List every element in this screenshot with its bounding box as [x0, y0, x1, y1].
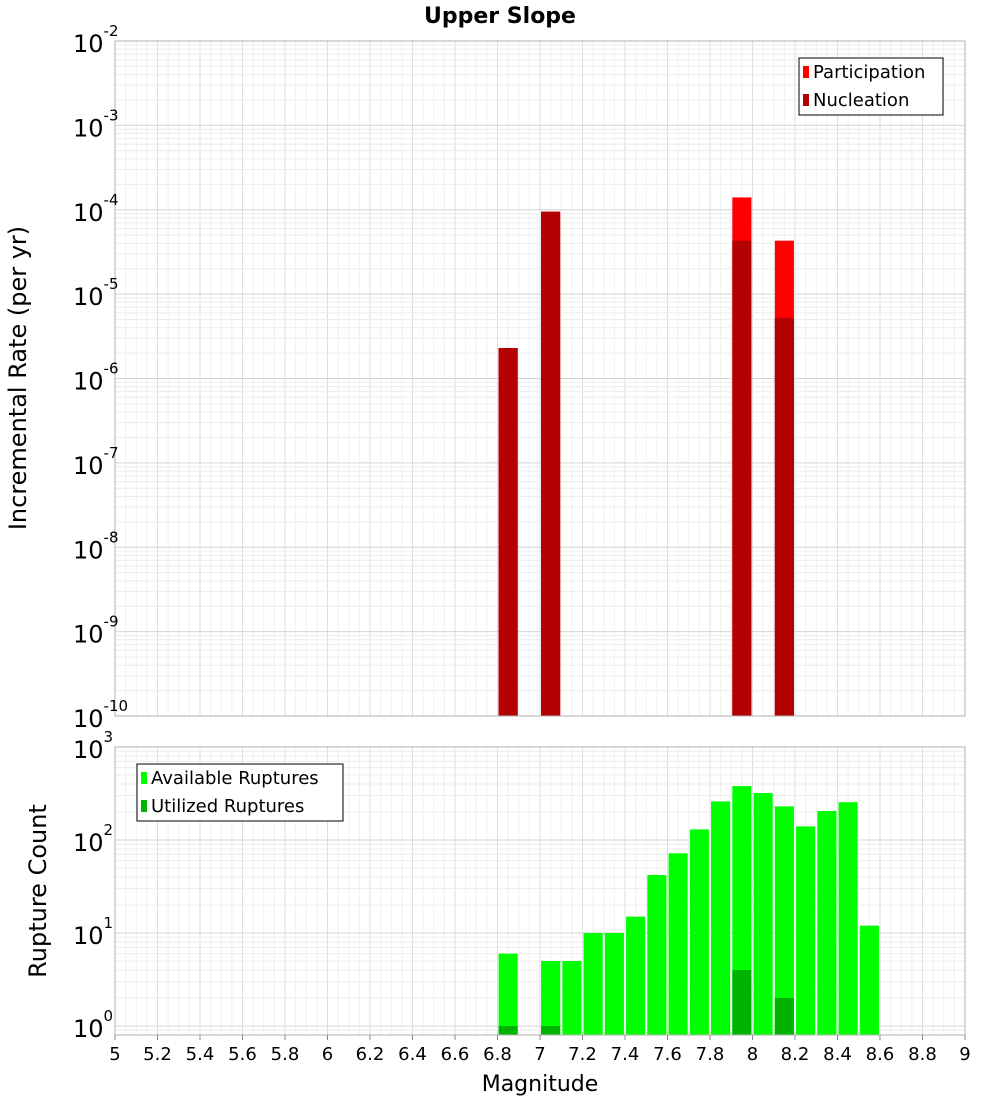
top-y-tick-label: 10-3	[73, 106, 119, 142]
top-plot-border	[114, 40, 966, 717]
bottom-bar-available-ruptures	[541, 960, 561, 1035]
top-y-tick-label: 10-9	[73, 613, 119, 649]
bottom-legend-swatch	[141, 772, 147, 784]
top-chart-panel: 10-10 10-9 10-8 10-7 10-6 10-5 10-4 10-3 10-2 Par…	[73, 22, 966, 733]
bottom-bar-available-ruptures	[817, 811, 837, 1035]
bottom-bar-available-ruptures	[753, 793, 773, 1035]
top-legend: Participation Nucleation	[798, 57, 944, 116]
bottom-x-tick-label: 7	[534, 1044, 545, 1065]
bottom-y-tick-label: 103	[73, 728, 113, 764]
bottom-bar-utilized-ruptures	[498, 1025, 518, 1035]
bottom-x-tick-label: 6.4	[398, 1044, 427, 1065]
top-y-tick-label: 10-7	[73, 444, 119, 480]
top-y-tick-label: 10-10	[73, 697, 128, 733]
top-bar-nucleation	[774, 318, 794, 716]
bottom-legend-swatch	[141, 800, 147, 812]
top-y-axis-label: Incremental Rate (per yr)	[4, 226, 32, 530]
bottom-x-tick-label: 6.8	[483, 1044, 512, 1065]
bottom-x-tick-label: 6.6	[441, 1044, 470, 1065]
bottom-bar-available-ruptures	[668, 853, 688, 1035]
bottom-x-tick-label: 8.2	[781, 1044, 810, 1065]
bottom-legend: Available Ruptures Utilized Ruptures	[136, 763, 344, 822]
bottom-x-tick-label: 5.2	[143, 1044, 172, 1065]
top-y-tick-label: 10-2	[73, 22, 119, 58]
bottom-bar-utilized-ruptures	[774, 997, 794, 1035]
bottom-x-tick-label: 5.6	[228, 1044, 257, 1065]
bottom-x-tick-label: 7.8	[696, 1044, 725, 1065]
bottom-y-tick-label: 101	[73, 914, 113, 950]
top-legend-label: Participation	[813, 62, 925, 83]
top-y-tick-label: 10-8	[73, 528, 119, 564]
bottom-y-tick-label: 100	[73, 1007, 113, 1043]
top-grid	[114, 41, 966, 717]
top-legend-swatch	[803, 94, 809, 106]
bottom-bar-available-ruptures	[689, 829, 709, 1035]
top-bar-nucleation	[498, 347, 518, 716]
top-bars	[498, 197, 794, 717]
bottom-bars	[498, 786, 879, 1035]
bottom-legend-label: Available Ruptures	[151, 768, 319, 789]
bottom-x-tick-label: 6.2	[356, 1044, 385, 1065]
top-y-tick-label: 10-4	[73, 191, 119, 227]
chart-title: Upper Slope	[424, 4, 576, 29]
bottom-bar-available-ruptures	[796, 826, 816, 1035]
bottom-y-axis-label: Rupture Count	[24, 804, 52, 978]
bottom-x-tick-label: 9	[959, 1044, 970, 1065]
bottom-bar-available-ruptures	[647, 875, 667, 1035]
bottom-y-ticks: 100 101 102 103	[73, 728, 113, 1043]
bottom-bar-available-ruptures	[626, 916, 646, 1035]
bottom-x-tick-label: 5.4	[186, 1044, 215, 1065]
bottom-x-tick-label: 7.6	[653, 1044, 682, 1065]
top-y-ticks: 10-10 10-9 10-8 10-7 10-6 10-5 10-4 10-3 10-2	[73, 22, 128, 733]
top-bar-nucleation	[732, 240, 752, 717]
bottom-x-tick-label: 8.6	[866, 1044, 895, 1065]
bottom-bar-available-ruptures	[498, 953, 518, 1035]
top-legend-swatch	[803, 66, 809, 78]
top-legend-label: Nucleation	[813, 90, 909, 111]
bottom-x-tick-label: 8.8	[908, 1044, 937, 1065]
bottom-bar-available-ruptures	[838, 802, 858, 1035]
bottom-x-ticks: 5 5.2 5.4 5.6 5.8 6 6.2 6.4 6.6 6.8 7 7.2 7.4 7.6 7.8 8…	[109, 1035, 971, 1065]
bottom-chart-panel: 100 101 102 103 5 5.2 5.4 5.6 5.8 6 6.2 6.4 6.6 6.8 7 7…	[73, 728, 971, 1065]
bottom-x-tick-label: 7.4	[611, 1044, 640, 1065]
bottom-x-tick-label: 6	[322, 1044, 333, 1065]
bottom-y-tick-label: 102	[73, 821, 113, 857]
x-axis-label: Magnitude	[482, 1072, 599, 1097]
bottom-bar-available-ruptures	[859, 925, 879, 1035]
bottom-bar-available-ruptures	[583, 932, 603, 1035]
top-bar-nucleation	[541, 211, 561, 716]
top-legend-box	[798, 57, 944, 116]
bottom-bar-utilized-ruptures	[732, 969, 752, 1035]
bottom-legend-label: Utilized Ruptures	[151, 796, 304, 817]
top-y-tick-label: 10-5	[73, 275, 119, 311]
bottom-bar-utilized-ruptures	[541, 1025, 561, 1035]
bottom-x-tick-label: 5.8	[271, 1044, 300, 1065]
bottom-bar-available-ruptures	[711, 801, 731, 1035]
bottom-x-tick-label: 7.2	[568, 1044, 597, 1065]
bottom-legend-box	[136, 763, 344, 822]
bottom-x-tick-label: 8	[747, 1044, 758, 1065]
bottom-x-tick-label: 5	[109, 1044, 120, 1065]
bottom-bar-available-ruptures	[562, 960, 582, 1035]
bottom-x-tick-label: 8.4	[823, 1044, 852, 1065]
top-y-tick-label: 10-6	[73, 360, 119, 396]
bottom-bar-available-ruptures	[604, 932, 624, 1035]
bottom-bar-available-ruptures	[774, 806, 794, 1035]
